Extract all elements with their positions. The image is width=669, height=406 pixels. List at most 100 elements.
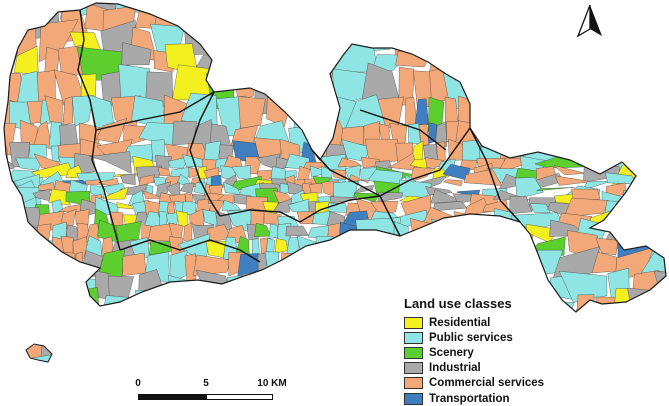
land-parcel [490, 236, 531, 253]
land-parcel [560, 117, 587, 146]
scale-label-0: 0 [135, 378, 141, 389]
land-parcel [0, 197, 23, 215]
land-parcel [265, 293, 296, 320]
land-parcel [611, 0, 652, 17]
legend-swatch [404, 332, 423, 344]
land-parcel [626, 99, 653, 130]
land-parcel [255, 223, 272, 236]
land-parcel [497, 49, 531, 75]
land-parcel [636, 140, 669, 161]
land-parcel [643, 22, 669, 56]
land-parcel [279, 271, 302, 301]
land-parcel [205, 317, 243, 342]
land-parcel [650, 123, 669, 153]
land-parcel [529, 23, 573, 64]
land-parcel [244, 278, 265, 297]
land-parcel [297, 47, 328, 75]
land-parcel [596, 297, 618, 330]
land-parcel [450, 268, 488, 299]
land-parcel [478, 123, 507, 148]
land-parcel [340, 275, 368, 298]
legend-swatch [404, 362, 423, 374]
land-parcel [381, 26, 408, 50]
legend-label: Commercial services [429, 377, 544, 389]
land-parcel [622, 155, 650, 167]
land-parcel [627, 184, 652, 195]
land-parcel [268, 273, 283, 301]
scale-segment-white [206, 394, 273, 400]
land-parcel [315, 272, 344, 302]
land-parcel [456, 234, 491, 262]
land-parcel [335, 241, 372, 263]
land-parcel [0, 319, 13, 346]
land-parcel [642, 217, 669, 226]
land-parcel [625, 44, 659, 85]
land-parcel [606, 74, 646, 109]
land-parcel [122, 253, 145, 276]
land-parcel [609, 4, 644, 38]
land-parcel [0, 28, 8, 54]
land-parcel [624, 190, 646, 209]
land-parcel [365, 0, 399, 18]
land-parcel [658, 44, 669, 79]
north-arrow-icon [575, 4, 605, 38]
scale-bar: 0 5 10 KM [136, 378, 346, 402]
north-arrow [575, 4, 605, 38]
land-parcel [249, 289, 273, 320]
land-parcel [135, 316, 170, 350]
land-parcel [307, 319, 350, 349]
land-parcel [610, 214, 641, 229]
legend-item-commercial-services: Commercial services [404, 376, 554, 391]
land-parcel [644, 0, 669, 10]
land-parcel [0, 0, 32, 14]
land-parcel [0, 289, 15, 329]
land-parcel [364, 267, 390, 303]
land-parcel [196, 9, 240, 33]
land-parcel [579, 70, 618, 105]
legend-item-industrial: Industrial [404, 361, 554, 376]
land-parcel [514, 250, 536, 280]
land-parcel [87, 316, 107, 346]
land-parcel [180, 183, 194, 194]
land-parcel [238, 254, 262, 276]
land-parcel [0, 193, 11, 204]
land-parcel [140, 0, 170, 8]
legend-item-transportation: Transportation [404, 391, 554, 406]
land-parcel [64, 312, 87, 349]
land-parcel [101, 296, 144, 324]
land-parcel [593, 119, 623, 142]
land-parcel [302, 0, 324, 15]
land-parcel [583, 47, 602, 81]
land-parcel [14, 288, 61, 320]
land-parcel [0, 46, 18, 77]
land-parcel [347, 292, 389, 309]
land-parcel [263, 319, 289, 343]
land-parcel [492, 66, 525, 100]
land-parcel [597, 44, 626, 77]
land-parcel [456, 52, 507, 75]
land-parcel [280, 253, 297, 284]
land-parcel [552, 313, 580, 346]
legend-label: Residential [429, 317, 490, 329]
land-parcel [21, 236, 33, 256]
legend-label: Scenery [429, 347, 474, 359]
land-parcel [471, 24, 506, 53]
land-parcel [656, 316, 669, 342]
land-parcel [374, 247, 417, 274]
land-parcel [393, 0, 422, 17]
land-parcel [396, 238, 427, 257]
land-parcel [257, 6, 296, 27]
land-parcel [521, 12, 564, 35]
land-parcel [241, 316, 261, 346]
land-parcel [161, 290, 183, 329]
land-parcel [239, 0, 283, 9]
land-parcel [478, 249, 514, 279]
land-parcel [431, 31, 474, 48]
legend: Land use classes Residential Public serv… [404, 296, 554, 406]
land-parcel [309, 3, 364, 23]
land-parcel [533, 125, 568, 138]
land-parcel [59, 125, 78, 146]
land-parcel [96, 309, 142, 341]
land-parcel [18, 272, 54, 301]
